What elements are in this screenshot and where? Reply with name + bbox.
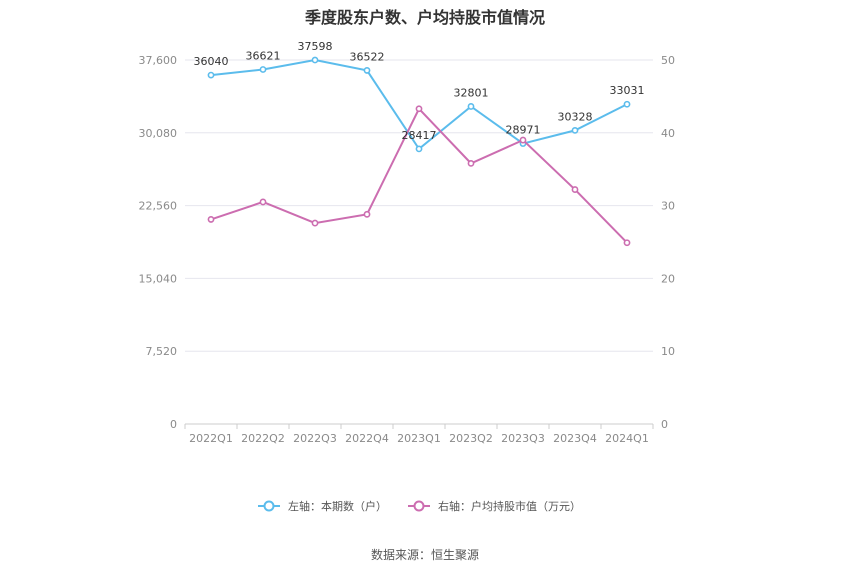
data-label: 32801 bbox=[454, 86, 489, 99]
left-axis: 0 7,520 15,040 22,560 30,080 37,600 bbox=[139, 54, 178, 431]
x-tick-label: 2023Q1 bbox=[397, 432, 441, 445]
x-tick-label: 2022Q1 bbox=[189, 432, 233, 445]
legend-label-1: 左轴：本期数（户） bbox=[288, 499, 387, 513]
x-tick-label: 2023Q4 bbox=[553, 432, 597, 445]
legend-label-2: 右轴：户均持股市值（万元） bbox=[438, 499, 581, 513]
data-label: 30328 bbox=[558, 110, 593, 123]
right-tick-label: 10 bbox=[661, 345, 675, 358]
series-point-2 bbox=[623, 239, 631, 247]
series-point-1 bbox=[259, 66, 267, 73]
series-point-2 bbox=[467, 159, 475, 167]
series-point-1 bbox=[415, 145, 423, 153]
x-axis: 2022Q1 2022Q2 2022Q3 2022Q4 2023Q1 2023Q2 2023… bbox=[184, 424, 654, 445]
right-tick-label: 30 bbox=[661, 200, 675, 213]
data-label: 36621 bbox=[246, 49, 281, 62]
left-tick-label: 37,600 bbox=[139, 54, 178, 67]
series-point-2 bbox=[571, 186, 579, 193]
left-tick-label: 30,080 bbox=[139, 127, 178, 140]
series-point-2 bbox=[207, 216, 215, 223]
series-point-1 bbox=[623, 100, 631, 108]
data-label: 37598 bbox=[298, 40, 333, 53]
legend-marker-2 bbox=[413, 500, 425, 512]
x-tick-label: 2022Q3 bbox=[293, 432, 337, 445]
data-label: 36522 bbox=[350, 50, 385, 63]
series-point-1 bbox=[207, 71, 215, 79]
series-point-1 bbox=[363, 67, 371, 74]
left-tick-label: 22,560 bbox=[139, 200, 178, 213]
left-tick-label: 15,040 bbox=[139, 272, 178, 285]
right-tick-label: 40 bbox=[661, 127, 675, 140]
x-tick-label: 2023Q3 bbox=[501, 432, 545, 445]
x-tick-label: 2024Q1 bbox=[605, 432, 649, 445]
data-label: 36040 bbox=[194, 55, 229, 68]
series-point-1 bbox=[311, 56, 319, 64]
series-point-1 bbox=[467, 103, 475, 110]
left-tick-label: 7,520 bbox=[146, 345, 178, 358]
series-point-2 bbox=[519, 136, 527, 144]
legend-marker-1 bbox=[263, 500, 275, 512]
data-label: 28971 bbox=[506, 124, 541, 137]
data-label: 33031 bbox=[610, 84, 645, 97]
data-labels: 36040 36621 37598 36522 28417 32801 28971 30328… bbox=[194, 40, 645, 142]
right-tick-label: 20 bbox=[661, 272, 675, 285]
left-tick-label: 0 bbox=[170, 418, 177, 431]
chart-title: 季度股东户数、户均持股市值情况 bbox=[304, 8, 545, 27]
right-tick-label: 50 bbox=[661, 54, 675, 67]
series-group bbox=[207, 56, 631, 247]
x-tick-label: 2022Q2 bbox=[241, 432, 285, 445]
x-tick-label: 2022Q4 bbox=[345, 432, 389, 445]
x-tick-label: 2023Q2 bbox=[449, 432, 493, 445]
series-point-1 bbox=[571, 126, 579, 134]
legend: 左轴：本期数（户） 右轴：户均持股市值（万元） bbox=[258, 499, 581, 513]
series-point-2 bbox=[259, 198, 267, 206]
series-point-2 bbox=[415, 105, 423, 113]
right-tick-label: 0 bbox=[661, 418, 668, 431]
series-point-2 bbox=[363, 210, 371, 218]
right-axis: 0 10 20 30 40 50 bbox=[661, 54, 675, 431]
data-source-note: 数据来源：恒生聚源 bbox=[370, 548, 479, 562]
data-label: 28417 bbox=[402, 129, 437, 142]
series-point-2 bbox=[311, 219, 319, 227]
